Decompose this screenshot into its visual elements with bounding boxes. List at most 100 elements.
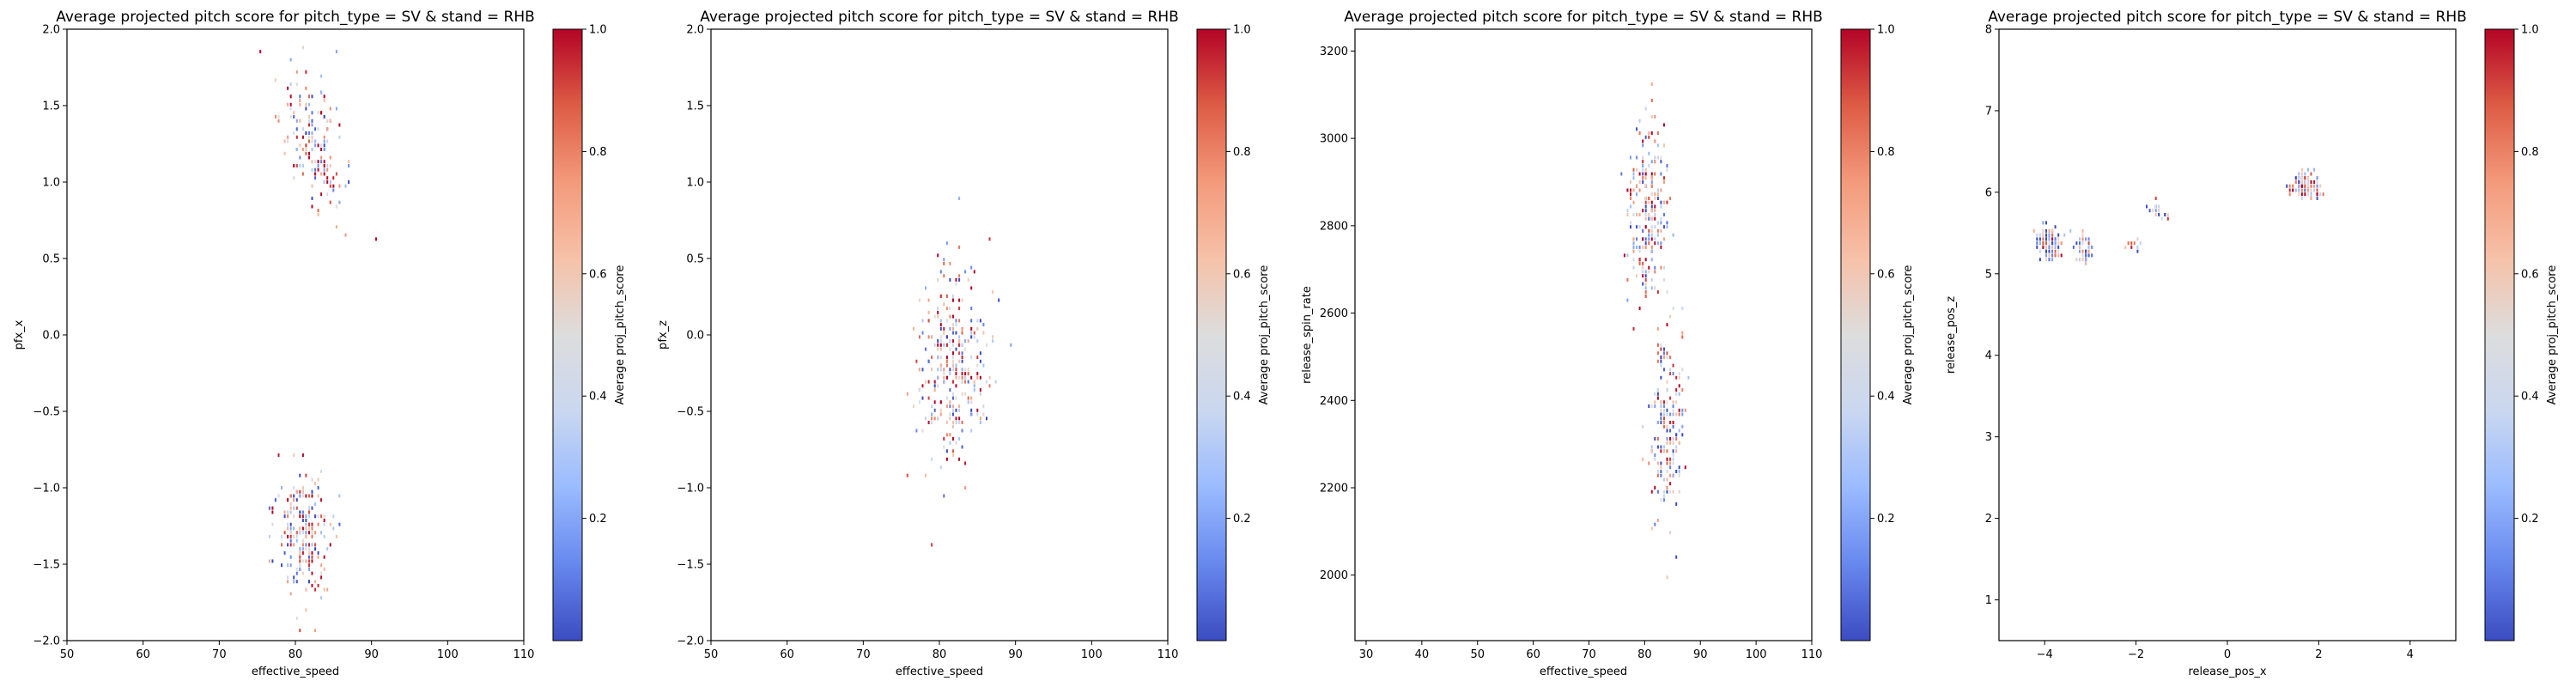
- heatmap-cell: [927, 335, 930, 339]
- heatmap-cell: [311, 119, 313, 123]
- heatmap-cell: [1675, 388, 1678, 392]
- heatmap-cell: [1632, 188, 1635, 192]
- heatmap-cell: [1644, 135, 1647, 139]
- heatmap-cell: [939, 326, 942, 331]
- heatmap-cell: [958, 375, 961, 380]
- heatmap-cell: [317, 213, 319, 216]
- heatmap-cell: [943, 494, 945, 498]
- heatmap-cell: [1669, 461, 1672, 465]
- heatmap-cell: [301, 172, 304, 176]
- heatmap-cell: [943, 375, 945, 380]
- heatmap-cell: [305, 522, 307, 526]
- heatmap-cell: [311, 559, 313, 563]
- heatmap-cell: [1654, 115, 1656, 119]
- heatmap-cell: [293, 176, 295, 180]
- heatmap-cell: [949, 400, 951, 404]
- heatmap-cell: [308, 550, 310, 555]
- heatmap-cell: [1656, 143, 1659, 148]
- heatmap-cell: [1644, 258, 1647, 262]
- heatmap-cell: [906, 392, 908, 396]
- heatmap-cell: [945, 421, 948, 424]
- heatmap-cell: [927, 319, 930, 323]
- heatmap-cell: [323, 148, 325, 151]
- heatmap-cell: [949, 433, 951, 437]
- heatmap-cell: [1650, 204, 1653, 209]
- heatmap-cell: [982, 363, 985, 368]
- heatmap-cell: [299, 547, 301, 551]
- heatmap-cell: [1669, 412, 1672, 416]
- heatmap-cell: [2048, 258, 2050, 262]
- heatmap-cell: [1644, 172, 1647, 176]
- heatmap-cell: [332, 184, 335, 188]
- heatmap-cell: [320, 596, 323, 600]
- heatmap-cell: [1632, 245, 1635, 249]
- heatmap-cell: [2069, 228, 2072, 233]
- heatmap-cell: [1642, 172, 1644, 176]
- heatmap-cell: [295, 164, 298, 167]
- heatmap-cell: [1648, 164, 1650, 167]
- heatmap-cell: [2079, 241, 2081, 246]
- heatmap-cell: [289, 526, 292, 531]
- heatmap-cell: [2300, 167, 2303, 172]
- heatmap-cell: [958, 274, 961, 278]
- heatmap-cell: [323, 94, 325, 99]
- heatmap-cell: [287, 580, 289, 584]
- heatmap-cell: [287, 575, 289, 580]
- heatmap-cell: [317, 555, 319, 559]
- heatmap-cell: [1632, 167, 1635, 172]
- heatmap-cell: [299, 143, 301, 148]
- heatmap-cell: [921, 384, 924, 388]
- heatmap-cell: [986, 380, 987, 384]
- heatmap-cell: [299, 94, 301, 99]
- heatmap-cell: [961, 392, 963, 396]
- heatmap-cell: [1642, 164, 1644, 167]
- heatmap-cell: [967, 277, 969, 282]
- heatmap-cell: [979, 319, 981, 323]
- heatmap-cell: [964, 392, 967, 396]
- heatmap-cell: [2038, 233, 2041, 237]
- heatmap-cell: [317, 164, 319, 167]
- heatmap-cell: [1638, 245, 1641, 249]
- heatmap-cell: [927, 396, 930, 400]
- heatmap-cell: [295, 498, 298, 502]
- heatmap-cell: [943, 258, 945, 262]
- heatmap-cell: [988, 375, 991, 380]
- heatmap-cell: [1663, 265, 1665, 270]
- heatmap-cell: [945, 294, 948, 298]
- heatmap-cell: [305, 514, 307, 519]
- heatmap-cell: [1644, 245, 1647, 249]
- heatmap-cell: [1656, 351, 1659, 356]
- heatmap-cell: [1660, 245, 1662, 249]
- heatmap-cell: [964, 372, 967, 376]
- heatmap-cell: [925, 380, 927, 384]
- heatmap-cell: [937, 368, 939, 372]
- heatmap-cell: [2148, 209, 2151, 213]
- y-tick-label: 3: [1985, 431, 1992, 444]
- heatmap-cell: [967, 368, 969, 372]
- heatmap-cell: [958, 335, 961, 339]
- heatmap-cell: [314, 482, 317, 486]
- heatmap-cell: [986, 343, 987, 347]
- heatmap-cell: [2146, 204, 2148, 209]
- heatmap-cell: [2054, 249, 2057, 253]
- heatmap-cell: [1656, 241, 1659, 246]
- heatmap-cell: [375, 237, 377, 241]
- heatmap-cell: [2085, 261, 2087, 265]
- heatmap-cell: [2042, 228, 2044, 233]
- heatmap-cell: [289, 522, 292, 526]
- heatmap-cell: [1669, 429, 1672, 433]
- heatmap-cell: [2316, 188, 2318, 192]
- heatmap-cell: [973, 380, 975, 384]
- heatmap-cell: [1630, 180, 1631, 184]
- heatmap-cell: [2294, 188, 2297, 192]
- heatmap-cell: [2316, 180, 2318, 184]
- heatmap-cell: [1669, 421, 1672, 424]
- heatmap-cell: [1648, 197, 1650, 200]
- x-tick-label: 50: [704, 648, 719, 661]
- heatmap-cell: [311, 204, 313, 209]
- heatmap-cell: [2294, 180, 2297, 184]
- colorbar-tick-label: 0.2: [2521, 513, 2539, 526]
- heatmap-cell: [958, 421, 961, 424]
- heatmap-cell: [1663, 404, 1665, 408]
- heatmap-cell: [2322, 192, 2324, 197]
